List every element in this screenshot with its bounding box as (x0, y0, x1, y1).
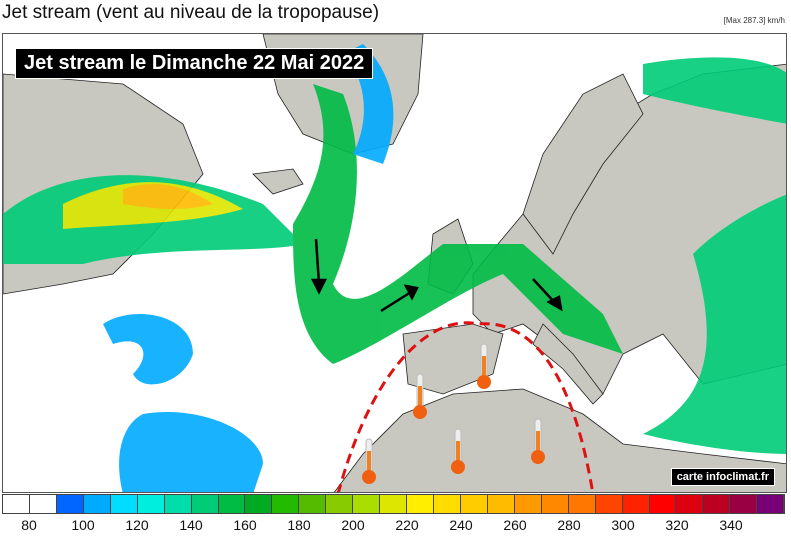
color-scale-labels: 80 100 120 140 160 180 200 220 240 260 280 300 320 34… (0, 517, 791, 537)
color-swatch (299, 495, 327, 513)
map (2, 33, 787, 493)
wind-arrow-icon (310, 278, 328, 295)
color-scale-label: 340 (719, 517, 743, 533)
color-swatch (460, 495, 488, 513)
color-swatch (164, 495, 192, 513)
jet-east (643, 194, 786, 454)
color-scale-label: 320 (665, 517, 689, 533)
color-scale-label: 140 (179, 517, 203, 533)
color-swatch (622, 495, 650, 513)
jet-south-atlantic (119, 412, 263, 492)
color-swatch (541, 495, 569, 513)
color-scale-label: 80 (21, 517, 37, 533)
wind-arrow-icon (380, 290, 412, 313)
color-swatch (3, 495, 30, 513)
max-wind-info: [Max 287.3] km/h (723, 16, 785, 25)
thermometer-icon (413, 373, 427, 419)
wind-arrows (310, 238, 563, 313)
thermometer-icon (531, 418, 545, 464)
color-swatch (191, 495, 219, 513)
wind-arrow-icon (403, 284, 419, 301)
color-swatch (487, 495, 515, 513)
italy (532, 323, 604, 405)
color-swatch (434, 495, 461, 513)
color-swatch (110, 495, 138, 513)
color-scale-label: 100 (71, 517, 95, 533)
color-scale-label: 280 (557, 517, 581, 533)
color-swatch (757, 495, 785, 513)
jet-atlantic-max (123, 184, 213, 209)
color-swatch (83, 495, 111, 513)
jet-trough (293, 84, 623, 364)
color-swatch (568, 495, 596, 513)
thermometer-icon (451, 428, 465, 474)
color-swatch (703, 495, 731, 513)
color-scale-label: 120 (125, 517, 149, 533)
jet-cutoff (103, 314, 193, 385)
map-banner: Jet stream le Dimanche 22 Mai 2022 (15, 48, 374, 79)
thermometer-icon (362, 438, 376, 484)
color-scale-label: 180 (287, 517, 311, 533)
color-swatch (272, 495, 300, 513)
color-scale-label: 160 (233, 517, 257, 533)
color-scale-label: 200 (341, 517, 365, 533)
color-swatch (380, 495, 408, 513)
map-canvas (3, 34, 786, 492)
wind-arrow-icon (546, 295, 563, 312)
color-swatch (407, 495, 434, 513)
color-swatch (676, 495, 704, 513)
heat-dome-outline (337, 321, 595, 492)
color-swatch (353, 495, 381, 513)
credit-label: carte infoclimat.fr (670, 468, 775, 486)
color-scale-label: 220 (395, 517, 419, 533)
color-swatch (29, 495, 57, 513)
color-swatch (649, 495, 677, 513)
jet-northeast (643, 57, 786, 124)
color-swatch (137, 495, 165, 513)
color-swatch (218, 495, 246, 513)
thermometers (362, 343, 545, 484)
color-scale-label: 260 (503, 517, 527, 533)
wind-arrow-icon (314, 238, 321, 285)
color-swatch (730, 495, 758, 513)
color-swatch (514, 495, 542, 513)
color-swatch (326, 495, 354, 513)
jet-stream (3, 44, 786, 492)
scandinavia (522, 73, 644, 255)
page-title: Jet stream (vent au niveau de la tropopa… (2, 2, 380, 23)
color-swatch (245, 495, 273, 513)
thermometer-icon (477, 343, 491, 389)
color-swatch (595, 495, 623, 513)
north-africa (334, 388, 786, 492)
jet-greenland (343, 44, 394, 164)
iceland (252, 168, 304, 195)
color-scale-label: 240 (449, 517, 473, 533)
color-swatch (56, 495, 84, 513)
color-scale-bar (2, 494, 785, 514)
color-scale-label: 300 (611, 517, 635, 533)
